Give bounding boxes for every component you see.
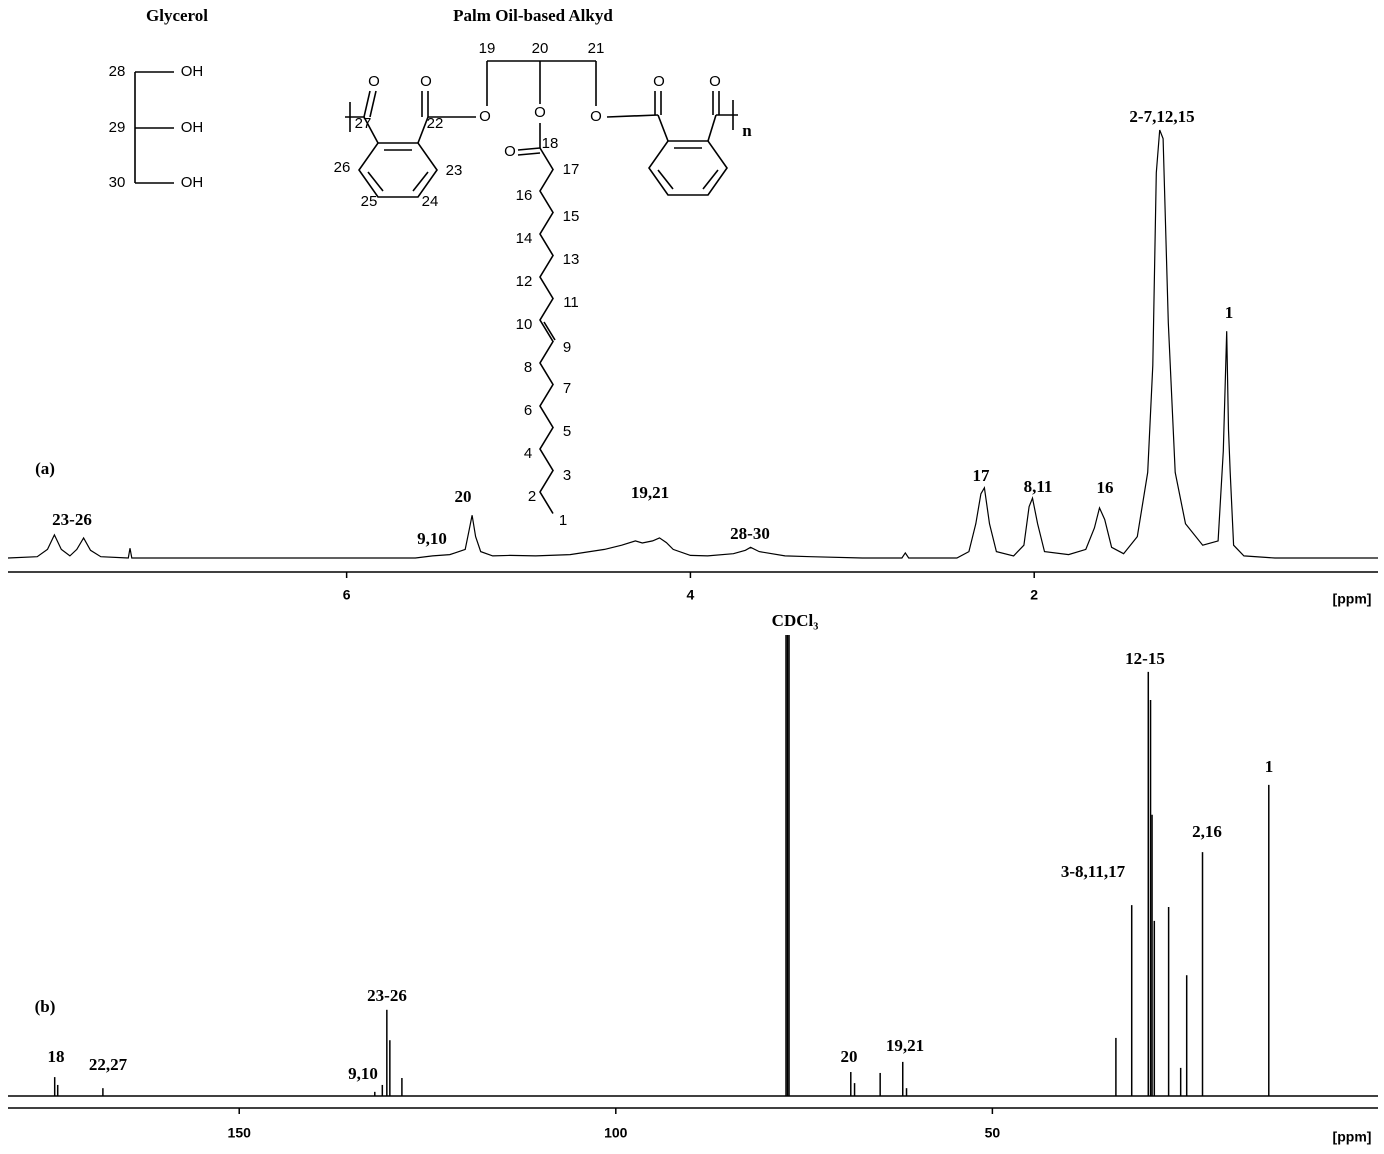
atom-number: 13 bbox=[563, 251, 580, 268]
atom-number: 8 bbox=[524, 359, 532, 376]
peak-label: 8,11 bbox=[1024, 477, 1053, 496]
peak-label: 19,21 bbox=[886, 1036, 924, 1055]
x-tick-label: 6 bbox=[343, 587, 351, 603]
atom-number: 11 bbox=[563, 294, 579, 311]
x-tick-label: 100 bbox=[604, 1125, 628, 1141]
oxygen: O bbox=[368, 73, 380, 90]
atom-number: 6 bbox=[524, 402, 532, 419]
atom-number: 4 bbox=[524, 445, 532, 462]
oxygen: O bbox=[534, 104, 546, 121]
atom-number: 25 bbox=[361, 193, 378, 210]
peak-label: 17 bbox=[973, 466, 991, 485]
bond bbox=[412, 171, 429, 192]
atom-number: 20 bbox=[532, 40, 549, 57]
atom-number: 26 bbox=[334, 159, 351, 176]
atom-number: 18 bbox=[542, 135, 559, 152]
glycerol-title: Glycerol bbox=[146, 6, 208, 25]
peak-label: 23-26 bbox=[52, 510, 92, 529]
bond bbox=[363, 116, 379, 144]
atom-number: 28 bbox=[109, 63, 126, 80]
bond bbox=[517, 147, 541, 151]
ring bbox=[648, 140, 728, 196]
ring bbox=[358, 142, 438, 198]
atom-number: 17 bbox=[563, 161, 580, 178]
atom-number: 19 bbox=[479, 40, 496, 57]
oxygen: O bbox=[504, 143, 516, 160]
peak-label: 9,10 bbox=[417, 529, 447, 548]
peak-label: CDCl₃ bbox=[772, 611, 819, 630]
peak-label: 20 bbox=[455, 487, 472, 506]
peak-label: 9,10 bbox=[348, 1064, 378, 1083]
x-axis-label: [ppm] bbox=[1333, 1129, 1372, 1145]
atom-number: 15 bbox=[563, 208, 580, 225]
atom-number: 27 bbox=[355, 115, 372, 132]
atom-number: 22 bbox=[427, 115, 444, 132]
peak-label: 3-8,11,17 bbox=[1061, 862, 1126, 881]
atom-number: 29 bbox=[109, 119, 126, 136]
oxygen: O bbox=[479, 108, 491, 125]
peak-label: 19,21 bbox=[631, 483, 669, 502]
repeat-unit: n bbox=[742, 121, 752, 140]
group: OH bbox=[181, 119, 204, 136]
peak-label: 28-30 bbox=[730, 524, 770, 543]
atom-number: 9 bbox=[563, 339, 571, 356]
bond bbox=[369, 90, 377, 118]
x-tick-label: 50 bbox=[985, 1125, 1001, 1141]
panel-label: (b) bbox=[35, 997, 56, 1016]
atom-number: 30 bbox=[109, 174, 126, 191]
peak-label: 18 bbox=[48, 1047, 65, 1066]
structures: Glycerol 28 29 30 OH OH OH Palm Oil-base… bbox=[109, 6, 753, 529]
atom-number: 14 bbox=[516, 230, 533, 247]
x-tick-label: 150 bbox=[228, 1125, 252, 1141]
peak-label: 12-15 bbox=[1125, 649, 1165, 668]
panel-label: (a) bbox=[35, 459, 55, 478]
atom-number: 24 bbox=[422, 193, 439, 210]
atom-number: 2 bbox=[528, 488, 536, 505]
peak-label: 23-26 bbox=[367, 986, 407, 1005]
x-axis-label: [ppm] bbox=[1333, 591, 1372, 607]
bond bbox=[367, 171, 384, 192]
group: OH bbox=[181, 63, 204, 80]
peak-label: 20 bbox=[841, 1047, 858, 1066]
atom-number: 12 bbox=[516, 273, 533, 290]
chain bbox=[539, 147, 554, 514]
x-tick-label: 4 bbox=[687, 587, 695, 603]
bond bbox=[517, 152, 541, 156]
bond bbox=[707, 114, 717, 142]
oxygen: O bbox=[709, 73, 721, 90]
peak-label: 22,27 bbox=[89, 1055, 128, 1074]
atom-number: 21 bbox=[588, 40, 605, 57]
bond bbox=[363, 90, 371, 118]
atom-number: 10 bbox=[516, 316, 533, 333]
alkyd-title: Palm Oil-based Alkyd bbox=[453, 6, 613, 25]
atom-number: 3 bbox=[563, 467, 571, 484]
x-tick-label: 2 bbox=[1030, 587, 1038, 603]
bond bbox=[657, 114, 669, 142]
bond bbox=[702, 169, 719, 190]
bond bbox=[417, 116, 429, 144]
atom-number: 5 bbox=[563, 423, 571, 440]
peak-label: 1 bbox=[1265, 757, 1274, 776]
peak-label: 2-7,12,15 bbox=[1129, 107, 1194, 126]
bond bbox=[657, 169, 674, 190]
spectrum bbox=[7, 129, 1378, 559]
oxygen: O bbox=[653, 73, 665, 90]
peak-label: 2,16 bbox=[1192, 822, 1222, 841]
oxygen: O bbox=[590, 108, 602, 125]
atom-number: 23 bbox=[446, 162, 463, 179]
group: OH bbox=[181, 174, 204, 191]
atom-number: 16 bbox=[516, 187, 533, 204]
bond bbox=[606, 114, 659, 118]
atom-number: 7 bbox=[563, 380, 571, 397]
bond bbox=[543, 321, 556, 341]
atom-number: 1 bbox=[559, 512, 567, 529]
oxygen: O bbox=[420, 73, 432, 90]
peak-label: 16 bbox=[1097, 478, 1114, 497]
peak-label: 1 bbox=[1225, 303, 1234, 322]
